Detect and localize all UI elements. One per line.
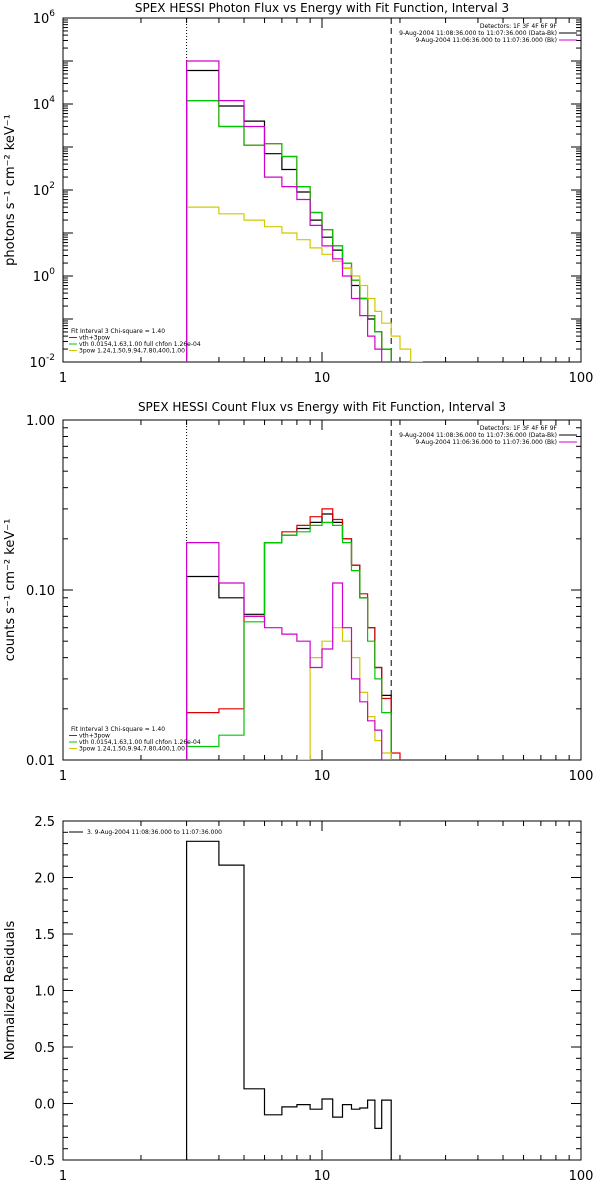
header-line: 9-Aug-2004 11:08:36.000 to 11:07:36.000 … [399, 432, 557, 439]
y-axis: -0.5 0.0 0.5 1.0 1.5 2.0 2.5 [30, 815, 581, 1169]
legend-label: Fit Interval 3 Chi-square = 1.40 [71, 726, 165, 733]
series-group [186, 840, 392, 1160]
y-tick-label: 10-2 [29, 353, 55, 371]
series-magenta-line [186, 60, 383, 362]
y-tick-label: 1.5 [34, 928, 55, 943]
series-black-line [186, 513, 392, 760]
chart-panel-3: 1 10 100 -0.5 0.0 0.5 1.0 1.5 2.0 2.5 Normalized R… [3, 815, 593, 1184]
series-yellow-line [186, 206, 423, 362]
header-line: 9-Aug-2004 11:06:36.000 to 11:07:36.000 … [415, 37, 557, 44]
legend-label: vth 0.0154,1.63,1.00 full chfon 1.26e-04 [79, 739, 201, 746]
series-green-line [186, 100, 400, 362]
x-tick-label: 1 [59, 371, 67, 386]
plot-frame [62, 419, 582, 761]
header-line: 9-Aug-2004 11:08:36.000 to 11:07:36.000 … [399, 30, 557, 37]
y-tick-label: 0.0 [34, 1098, 55, 1113]
y-tick-label: 106 [33, 9, 56, 27]
x-tick-label: 1 [59, 769, 67, 784]
x-tick-label: 1 [59, 1169, 67, 1184]
x-tick-label: 100 [569, 769, 594, 784]
x-axis: 1 10 100 [59, 821, 594, 1184]
y-axis-label: Normalized Residuals [3, 921, 18, 1061]
header-block: Detectors: 1F 3F 4F 6F 9F9-Aug-2004 11:0… [399, 425, 577, 446]
y-tick-label: 0.10 [26, 584, 55, 599]
y-tick-label: 1.00 [26, 414, 55, 429]
x-tick-label: 10 [314, 1169, 331, 1184]
header-line: 9-Aug-2004 11:06:36.000 to 11:07:36.000 … [415, 439, 557, 446]
y-axis-label: counts s⁻¹ cm⁻² keV⁻¹ [3, 519, 18, 662]
series-green-line [186, 521, 392, 760]
legend-label: 3pow 1.24,1.50,9.94,7.80,400,1.00 [79, 746, 185, 753]
y-tick-label: 100 [33, 267, 56, 285]
x-tick-label: 10 [314, 769, 331, 784]
y-axis: 0.01 0.10 1.00 [26, 414, 581, 769]
y-tick-label: 102 [33, 181, 55, 199]
series-magenta-line [186, 542, 392, 760]
y-tick-label: 2.0 [34, 872, 55, 887]
x-axis: 1 10 100 [59, 420, 594, 784]
legend: 3. 9-Aug-2004 11:08:36.000 to 11:07:36.0… [69, 829, 222, 836]
y-tick-label: 0.01 [26, 754, 55, 769]
series-yellow-line [296, 627, 392, 760]
chart-panel-2: SPEX HESSI Count Flux vs Energy with Fit… [3, 400, 593, 784]
x-tick-label: 10 [314, 371, 331, 386]
header-line: Detectors: 1F 3F 4F 6F 9F [480, 23, 558, 30]
series-group [186, 60, 423, 362]
series-black-line [186, 840, 392, 1160]
legend-label: vth 0.0154,1.63,1.00 full chfon 1.26e-04 [79, 341, 201, 348]
legend-label: 3. 9-Aug-2004 11:08:36.000 to 11:07:36.0… [87, 829, 222, 836]
y-axis-label: photons s⁻¹ cm⁻² keV⁻¹ [3, 114, 18, 266]
series-group [186, 508, 401, 760]
y-tick-label: 0.5 [34, 1041, 55, 1056]
y-tick-label: 2.5 [34, 815, 55, 830]
plot-frame [62, 17, 582, 363]
legend-label: 3pow 1.24,1.50,9.94,7.80,400,1.00 [79, 348, 185, 355]
chart-title: SPEX HESSI Photon Flux vs Energy with Fi… [135, 1, 509, 15]
legend-label: Fit Interval 3 Chi-square = 1.40 [71, 328, 165, 335]
header-line: Detectors: 1F 3F 4F 6F 9F [480, 425, 558, 432]
chart-panel-1: SPEX HESSI Photon Flux vs Energy with Fi… [3, 1, 593, 386]
y-tick-label: 1.0 [34, 985, 55, 1000]
y-tick-label: 104 [33, 95, 56, 113]
x-tick-label: 100 [569, 1169, 594, 1184]
y-tick-label: -0.5 [30, 1154, 55, 1169]
header-block: Detectors: 1F 3F 4F 6F 9F9-Aug-2004 11:0… [399, 23, 577, 44]
x-tick-label: 100 [569, 371, 594, 386]
chart-title: SPEX HESSI Count Flux vs Energy with Fit… [138, 400, 506, 414]
legend-label: vth+3pow [79, 733, 110, 740]
legend-label: vth+3pow [79, 335, 110, 342]
y-axis: 10-2 100 102 104 106 [29, 9, 581, 371]
legend: Fit Interval 3 Chi-square = 1.40vth+3pow… [69, 726, 201, 753]
legend: Fit Interval 3 Chi-square = 1.40vth+3pow… [69, 328, 201, 355]
